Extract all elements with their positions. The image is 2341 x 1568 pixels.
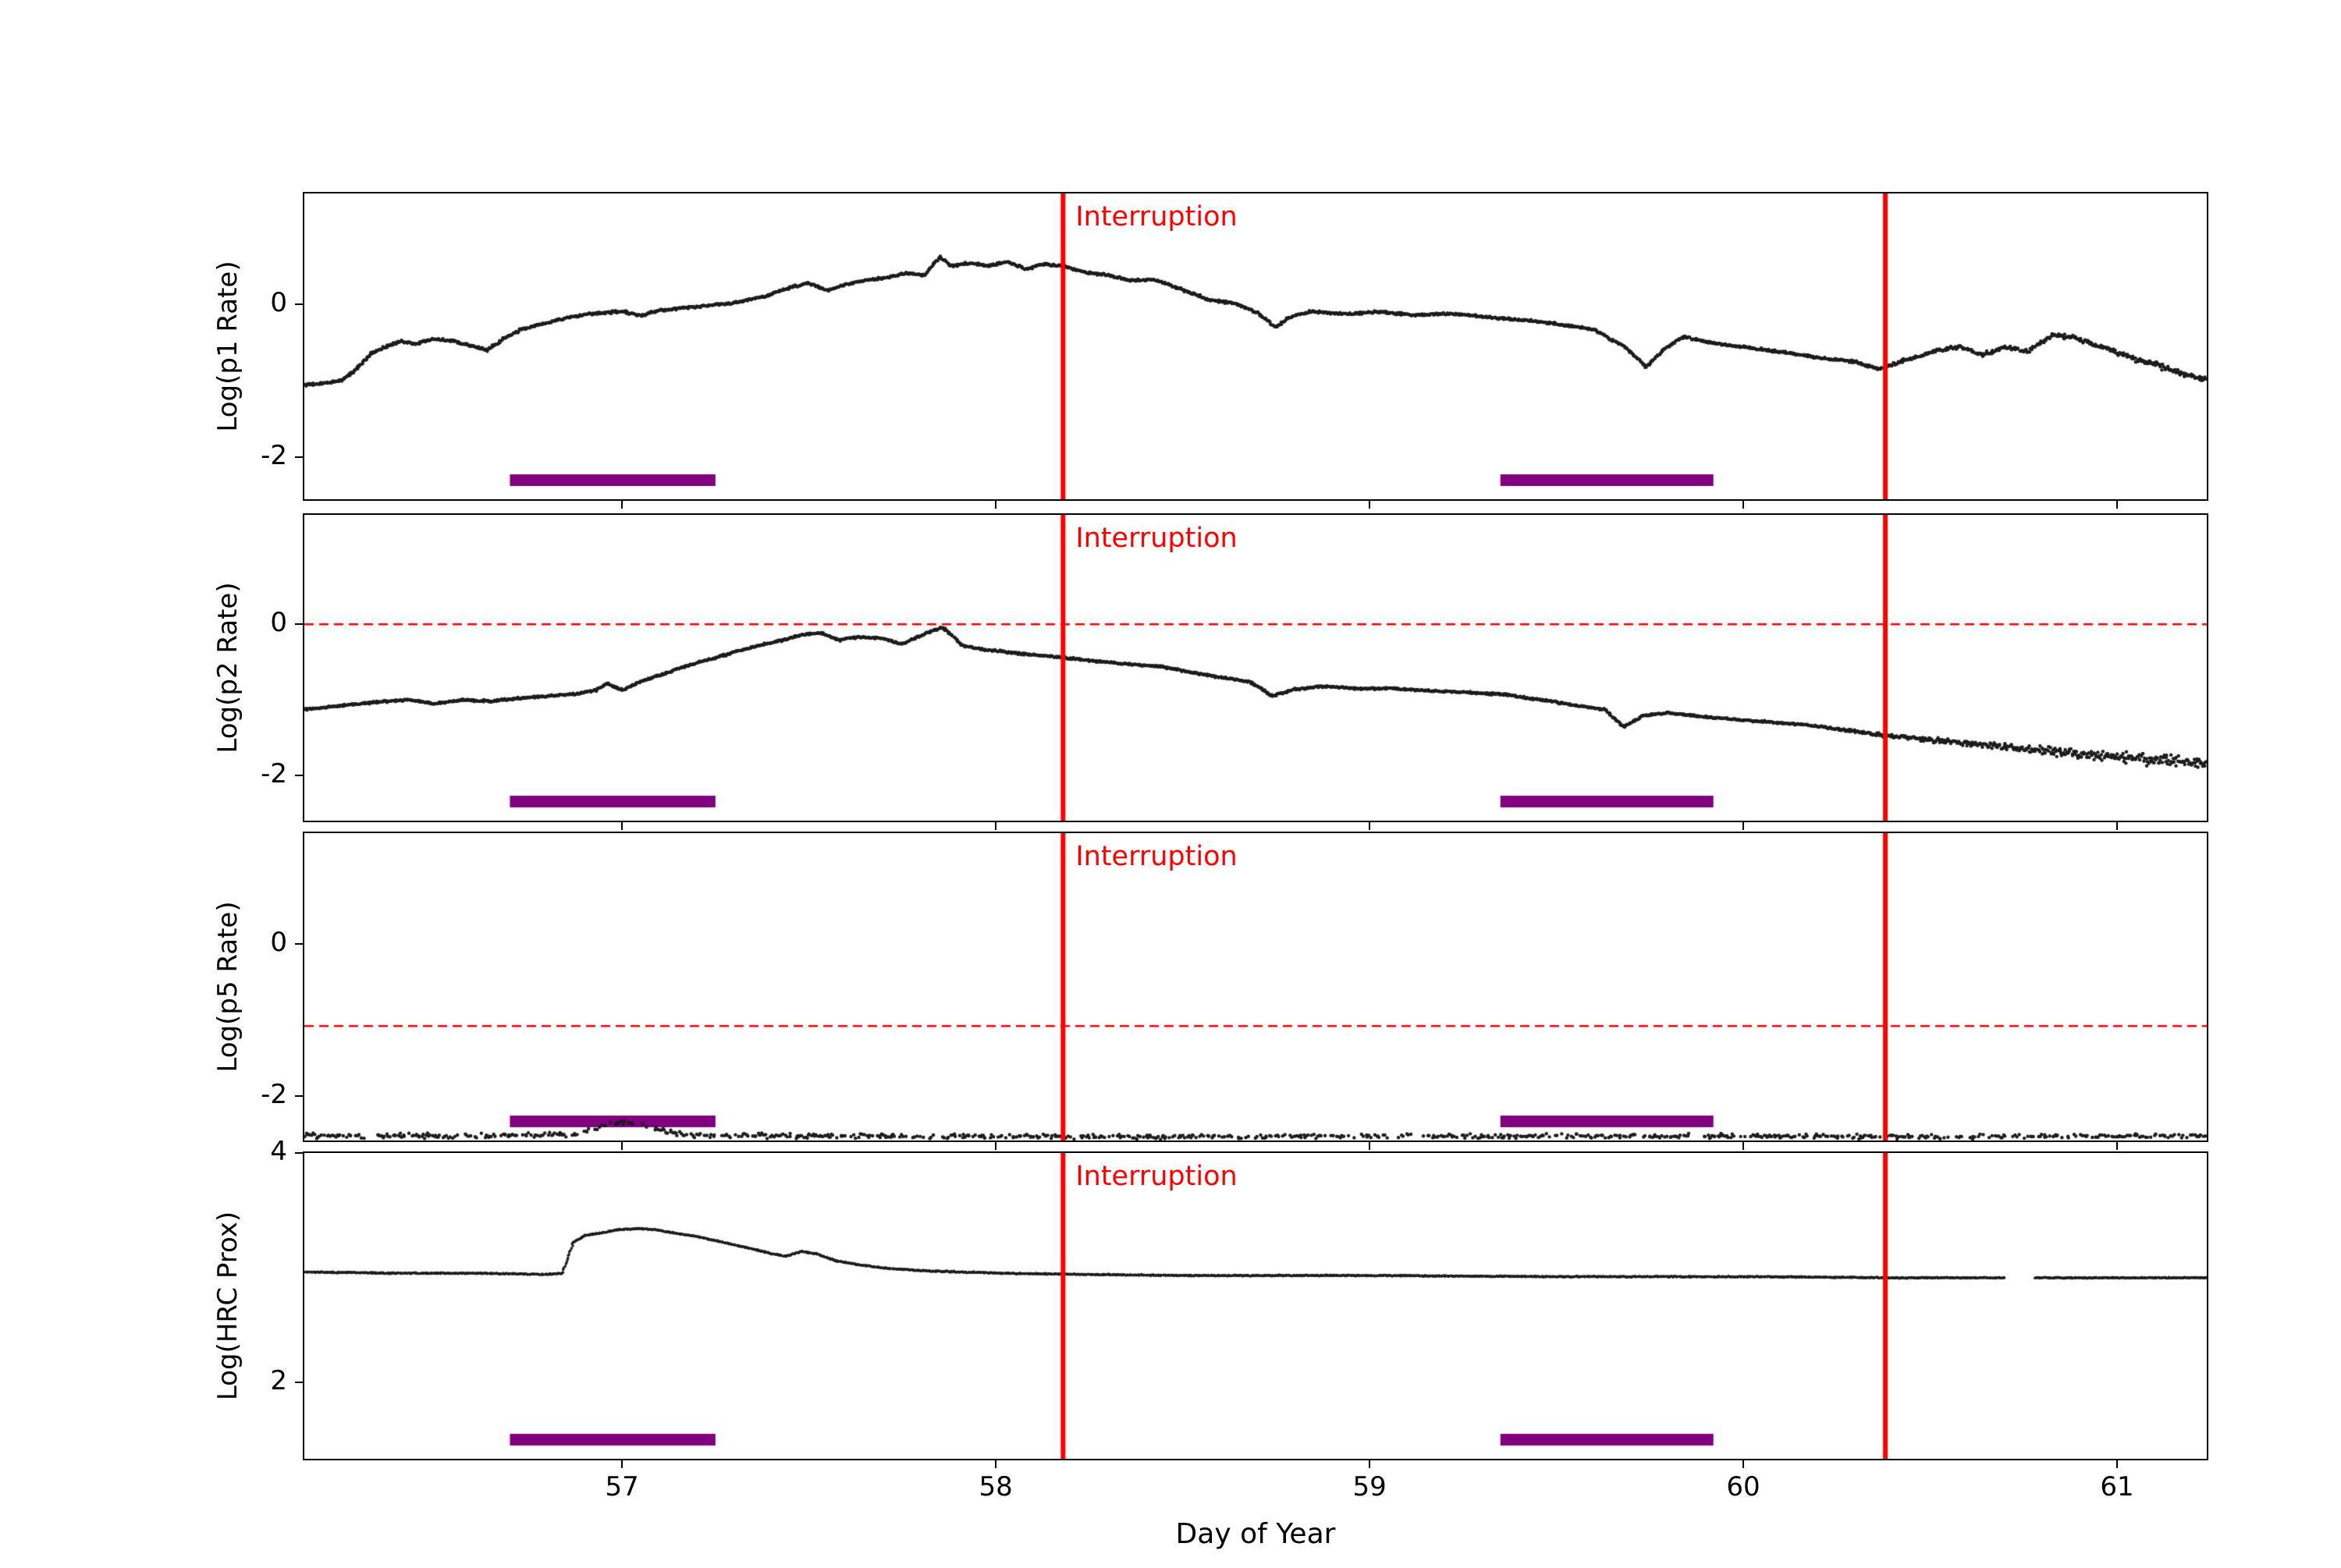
panel-p1-rate xyxy=(303,192,2208,501)
x-tick-mark xyxy=(1742,1460,1745,1468)
interruption-label: Interruption xyxy=(1075,841,1238,872)
interruption-label: Interruption xyxy=(1075,1161,1238,1192)
p2-rate-plot-canvas xyxy=(304,515,2207,821)
y-tick-mark xyxy=(295,774,303,776)
y-tick-mark xyxy=(295,623,303,626)
y-tick-label: 0 xyxy=(270,926,287,958)
x-tick-label: 59 xyxy=(1352,1471,1387,1502)
x-tick-mark xyxy=(995,501,997,509)
x-tick-mark xyxy=(995,822,997,830)
y-tick-label: -2 xyxy=(261,440,287,472)
x-tick-mark xyxy=(621,1460,623,1468)
x-tick-mark xyxy=(995,1460,997,1468)
x-tick-label: 61 xyxy=(2100,1471,2134,1502)
p1-rate-plot-canvas xyxy=(304,193,2207,499)
panel-p5-rate xyxy=(303,832,2208,1142)
y-tick-label: -2 xyxy=(261,1079,287,1111)
panel-p2-rate xyxy=(303,513,2208,822)
x-tick-mark xyxy=(2116,822,2119,830)
x-tick-mark xyxy=(1369,501,1371,509)
hrc-prox-plot-canvas xyxy=(304,1153,2207,1459)
y-tick-mark xyxy=(295,303,303,306)
y-tick-mark xyxy=(295,1095,303,1098)
x-tick-mark xyxy=(1369,1142,1371,1150)
x-axis-label: Day of Year xyxy=(1175,1518,1336,1550)
x-tick-mark xyxy=(995,1142,997,1150)
y-tick-label: 4 xyxy=(270,1136,287,1167)
panel-hrc-prox xyxy=(303,1151,2208,1460)
y-tick-mark xyxy=(295,456,303,459)
y-tick-mark xyxy=(295,1152,303,1154)
x-tick-mark xyxy=(1742,1142,1745,1150)
x-tick-mark xyxy=(621,822,623,830)
y-tick-mark xyxy=(295,942,303,945)
x-tick-mark xyxy=(1369,822,1371,830)
p5-rate-plot-canvas xyxy=(304,833,2207,1141)
interruption-label: Interruption xyxy=(1075,523,1238,554)
y-tick-label: 0 xyxy=(270,607,287,639)
x-tick-mark xyxy=(621,501,623,509)
y-tick-mark xyxy=(295,1381,303,1383)
x-tick-label: 58 xyxy=(979,1471,1013,1502)
x-tick-mark xyxy=(1369,1460,1371,1468)
y-tick-label: 2 xyxy=(270,1364,287,1396)
y-tick-label: 0 xyxy=(270,287,287,319)
x-tick-mark xyxy=(1742,501,1745,509)
x-tick-mark xyxy=(621,1142,623,1150)
x-tick-mark xyxy=(2116,501,2119,509)
y-tick-label: -2 xyxy=(261,757,287,789)
interruption-label: Interruption xyxy=(1075,201,1238,232)
x-tick-mark xyxy=(1742,822,1745,830)
x-tick-mark xyxy=(2116,1142,2119,1150)
x-tick-label: 57 xyxy=(605,1471,639,1502)
x-tick-mark xyxy=(2116,1460,2119,1468)
x-tick-label: 60 xyxy=(1726,1471,1760,1502)
